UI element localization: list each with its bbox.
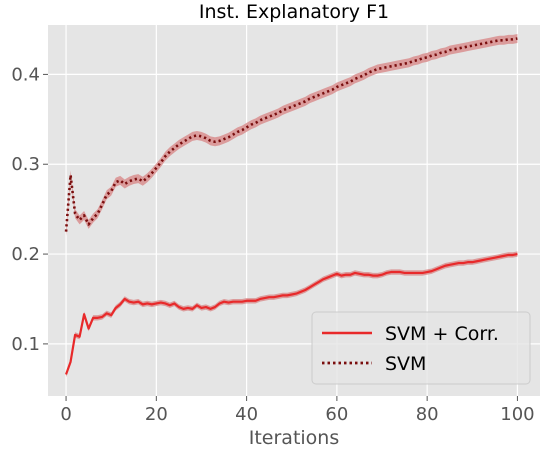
legend-frame — [311, 311, 531, 385]
x-tick-label: 60 — [325, 404, 348, 425]
series-line-1 — [65, 252, 518, 375]
x-tick-label: 100 — [500, 404, 534, 425]
x-tick-label: 80 — [416, 404, 439, 425]
y-tick-label: 0.4 — [11, 64, 40, 85]
y-tick-label: 0.2 — [11, 244, 40, 265]
y-tick-label: 0.3 — [11, 154, 40, 175]
x-tick-label: 20 — [145, 404, 168, 425]
series-line-2 — [64, 37, 518, 232]
chart-title: Inst. Explanatory F1 — [199, 1, 389, 23]
series-band-1 — [66, 251, 518, 378]
legend-label-2: SVM — [385, 353, 426, 375]
y-tick-label: 0.1 — [11, 334, 40, 355]
tick-layer: 0 20 40 60 80 100 0.1 0.2 0.3 0.4 — [11, 64, 534, 425]
legend-label-1: SVM + Corr. — [385, 323, 499, 345]
x-axis-label: Iterations — [249, 427, 340, 449]
band-layer — [66, 33, 518, 378]
legend: SVM + Corr. SVM — [311, 311, 531, 385]
x-tick-label: 0 — [60, 404, 71, 425]
x-tick-label: 40 — [235, 404, 258, 425]
line-layer — [64, 37, 518, 375]
